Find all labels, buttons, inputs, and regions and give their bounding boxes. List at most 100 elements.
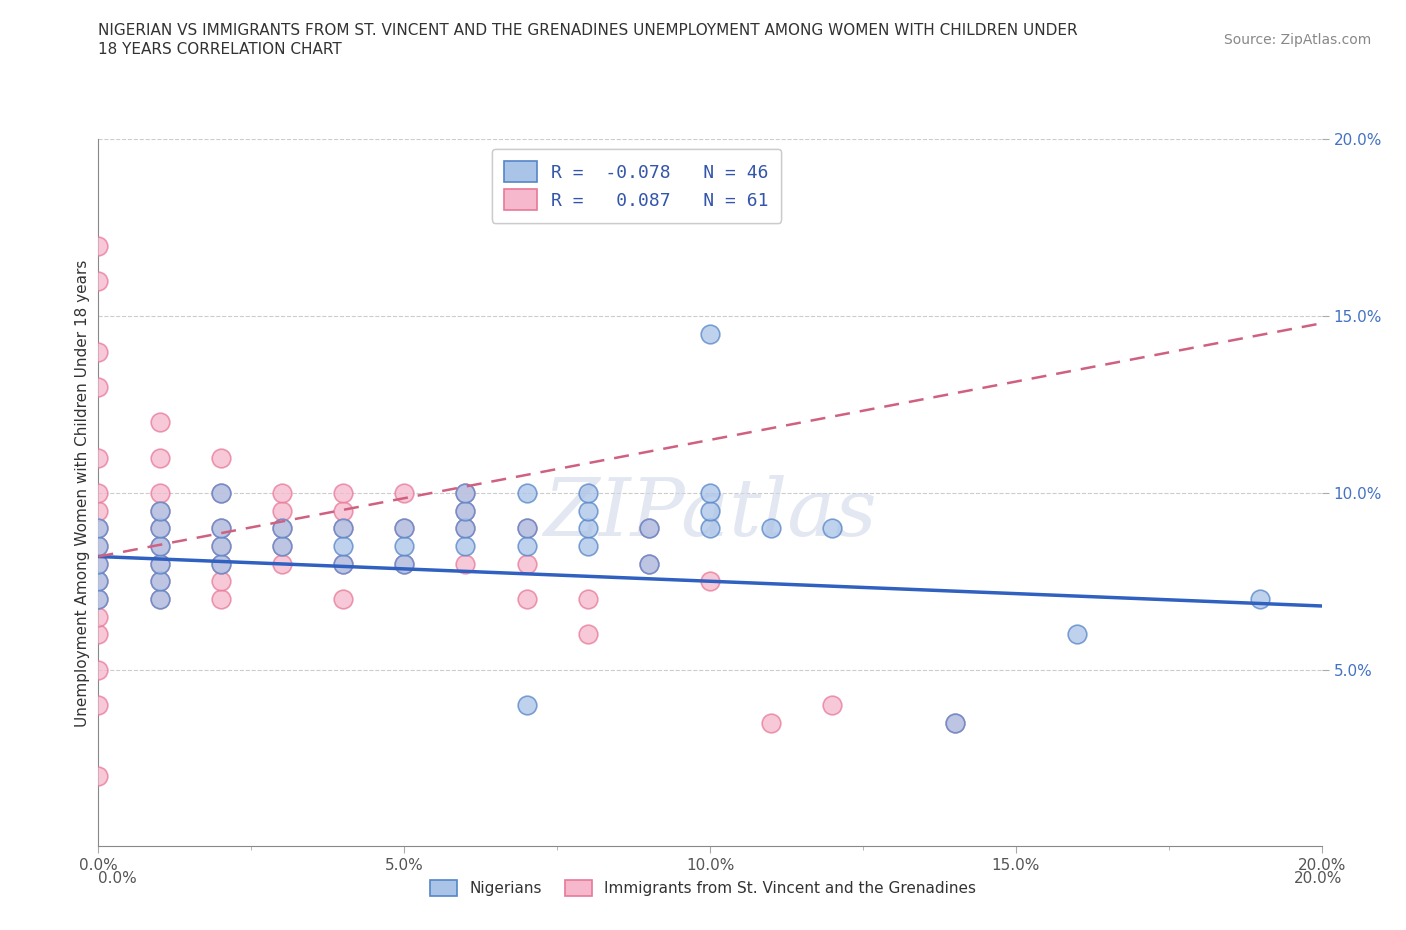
Text: NIGERIAN VS IMMIGRANTS FROM ST. VINCENT AND THE GRENADINES UNEMPLOYMENT AMONG WO: NIGERIAN VS IMMIGRANTS FROM ST. VINCENT … — [98, 23, 1078, 38]
Point — [209, 556, 232, 571]
Point — [332, 521, 354, 536]
Point — [454, 556, 477, 571]
Point — [332, 556, 354, 571]
Point — [270, 521, 292, 536]
Point — [392, 556, 416, 571]
Point — [943, 715, 966, 730]
Point — [209, 521, 232, 536]
Point — [87, 574, 110, 589]
Point — [87, 556, 110, 571]
Point — [454, 521, 477, 536]
Point — [149, 556, 172, 571]
Point — [637, 521, 661, 536]
Point — [87, 609, 110, 624]
Point — [270, 521, 292, 536]
Point — [149, 591, 172, 606]
Point — [516, 485, 538, 500]
Point — [87, 627, 110, 642]
Point — [87, 379, 110, 394]
Point — [149, 521, 172, 536]
Point — [516, 521, 538, 536]
Point — [576, 485, 599, 500]
Text: Source: ZipAtlas.com: Source: ZipAtlas.com — [1223, 33, 1371, 46]
Point — [149, 574, 172, 589]
Point — [454, 485, 477, 500]
Point — [149, 521, 172, 536]
Point — [576, 591, 599, 606]
Point — [392, 521, 416, 536]
Point — [209, 521, 232, 536]
Point — [332, 556, 354, 571]
Point — [87, 574, 110, 589]
Point — [270, 503, 292, 518]
Point — [637, 521, 661, 536]
Point — [149, 503, 172, 518]
Point — [270, 538, 292, 553]
Point — [209, 591, 232, 606]
Point — [699, 503, 721, 518]
Point — [209, 450, 232, 465]
Point — [1249, 591, 1271, 606]
Point — [392, 521, 416, 536]
Point — [454, 485, 477, 500]
Point — [270, 538, 292, 553]
Point — [209, 538, 232, 553]
Point — [87, 521, 110, 536]
Point — [209, 574, 232, 589]
Point — [332, 591, 354, 606]
Point — [87, 273, 110, 288]
Point — [699, 574, 721, 589]
Point — [87, 662, 110, 677]
Point — [87, 556, 110, 571]
Point — [821, 698, 844, 712]
Point — [516, 521, 538, 536]
Point — [699, 326, 721, 341]
Point — [516, 591, 538, 606]
Point — [209, 538, 232, 553]
Point — [392, 538, 416, 553]
Point — [454, 503, 477, 518]
Point — [759, 521, 782, 536]
Point — [87, 768, 110, 783]
Point — [332, 521, 354, 536]
Point — [87, 485, 110, 500]
Point — [149, 450, 172, 465]
Point — [149, 485, 172, 500]
Point — [821, 521, 844, 536]
Point — [87, 450, 110, 465]
Point — [637, 556, 661, 571]
Point — [576, 538, 599, 553]
Point — [149, 538, 172, 553]
Point — [87, 538, 110, 553]
Point — [209, 556, 232, 571]
Legend: R =  -0.078   N = 46, R =   0.087   N = 61: R = -0.078 N = 46, R = 0.087 N = 61 — [492, 149, 782, 223]
Point — [87, 538, 110, 553]
Point — [270, 556, 292, 571]
Point — [392, 556, 416, 571]
Point — [332, 538, 354, 553]
Text: 18 YEARS CORRELATION CHART: 18 YEARS CORRELATION CHART — [98, 42, 342, 57]
Point — [576, 521, 599, 536]
Point — [149, 503, 172, 518]
Text: 0.0%: 0.0% — [98, 871, 138, 886]
Point — [454, 538, 477, 553]
Point — [576, 627, 599, 642]
Point — [87, 521, 110, 536]
Point — [759, 715, 782, 730]
Point — [392, 485, 416, 500]
Point — [87, 698, 110, 712]
Point — [270, 485, 292, 500]
Point — [149, 591, 172, 606]
Point — [699, 485, 721, 500]
Legend: Nigerians, Immigrants from St. Vincent and the Grenadines: Nigerians, Immigrants from St. Vincent a… — [422, 872, 984, 904]
Point — [87, 238, 110, 253]
Point — [332, 503, 354, 518]
Point — [332, 485, 354, 500]
Point — [149, 415, 172, 430]
Y-axis label: Unemployment Among Women with Children Under 18 years: Unemployment Among Women with Children U… — [75, 259, 90, 726]
Point — [149, 574, 172, 589]
Point — [87, 344, 110, 359]
Point — [516, 556, 538, 571]
Text: ZIPatlas: ZIPatlas — [543, 475, 877, 552]
Point — [699, 521, 721, 536]
